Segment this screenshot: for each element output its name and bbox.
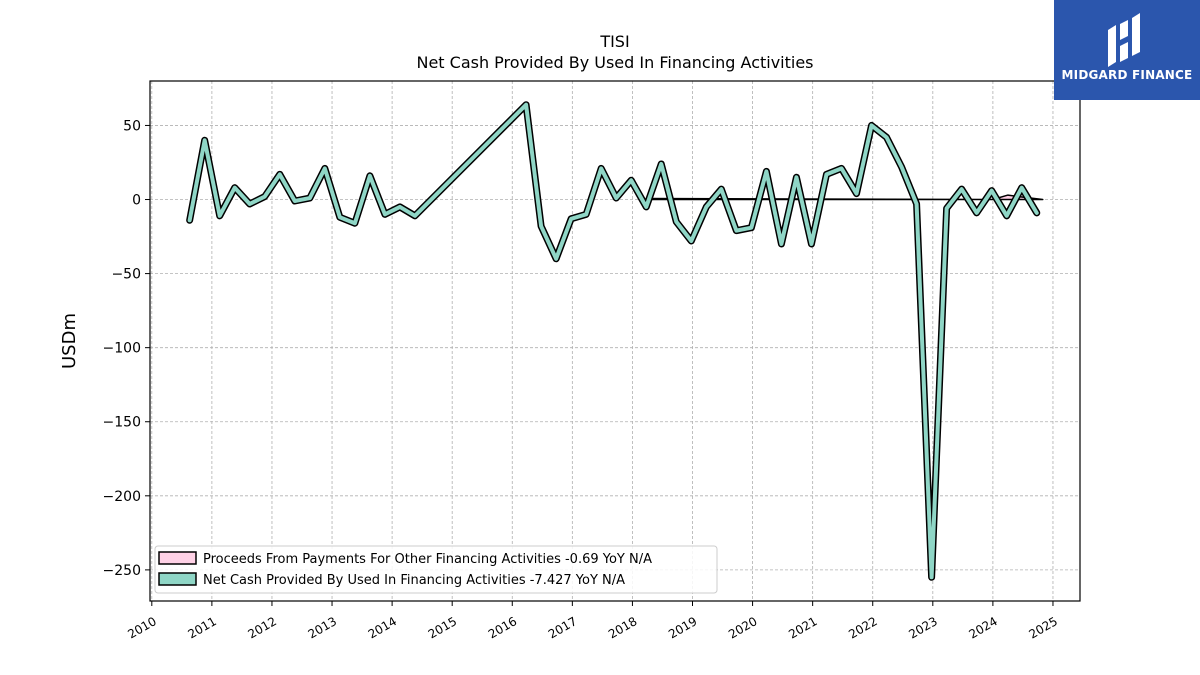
- x-tick-label: 2020: [726, 614, 759, 641]
- y-tick-label: −250: [103, 563, 141, 579]
- y-tick-label: 0: [132, 193, 141, 209]
- x-tick-label: 2010: [125, 614, 158, 641]
- x-tick-label: 2018: [606, 614, 639, 641]
- y-tick-label: −50: [111, 267, 141, 283]
- x-tick-label: 2012: [246, 614, 279, 641]
- legend-box: [154, 545, 718, 594]
- y-tick-label: −200: [103, 489, 141, 505]
- x-tick-label: 2019: [666, 614, 699, 641]
- legend-label-other-financing: Proceeds From Payments For Other Financi…: [203, 552, 652, 567]
- x-tick-label: 2015: [426, 614, 459, 641]
- brand-name: MIDGARD FINANCE: [1061, 68, 1193, 82]
- chart-title: TISI: [599, 32, 629, 51]
- legend: Proceeds From Payments For Other Financi…: [154, 545, 718, 594]
- legend-swatch-other-financing: [158, 551, 197, 565]
- x-tick-label: 2013: [306, 614, 339, 641]
- chart-subtitle: Net Cash Provided By Used In Financing A…: [416, 53, 813, 72]
- x-tick-label: 2014: [366, 614, 399, 641]
- legend-swatch-net-financing: [158, 572, 197, 586]
- x-tick-label: 2021: [786, 614, 819, 641]
- y-tick-label: −150: [103, 415, 141, 431]
- brand-mark-icon: [1108, 13, 1140, 67]
- series-layer: [186, 101, 1044, 581]
- legend-label-net-financing: Net Cash Provided By Used In Financing A…: [203, 573, 625, 588]
- x-tick-label: 2017: [546, 614, 579, 641]
- y-axis: 50 0 −50 −100 −150 −200 −250: [103, 118, 150, 579]
- x-tick-label: 2011: [185, 614, 218, 641]
- series-line-net-financing-outline: [186, 101, 1041, 581]
- y-tick-label: −100: [103, 341, 141, 357]
- x-tick-label: 2025: [1027, 614, 1060, 641]
- y-tick-label: 50: [123, 118, 141, 134]
- x-axis: 2010 2011 2012 2013 2014 2015 2016 2017 2018 2019…: [125, 601, 1060, 642]
- series-line-net-financing: [187, 102, 1039, 580]
- x-tick-label: 2023: [906, 614, 939, 641]
- x-tick-label: 2022: [846, 614, 879, 641]
- brand-logo: MIDGARD FINANCE: [1054, 0, 1200, 100]
- x-tick-label: 2024: [966, 614, 999, 641]
- x-tick-label: 2016: [486, 614, 519, 641]
- plot-frame: [149, 80, 1081, 602]
- y-axis-label: USDm: [59, 313, 80, 369]
